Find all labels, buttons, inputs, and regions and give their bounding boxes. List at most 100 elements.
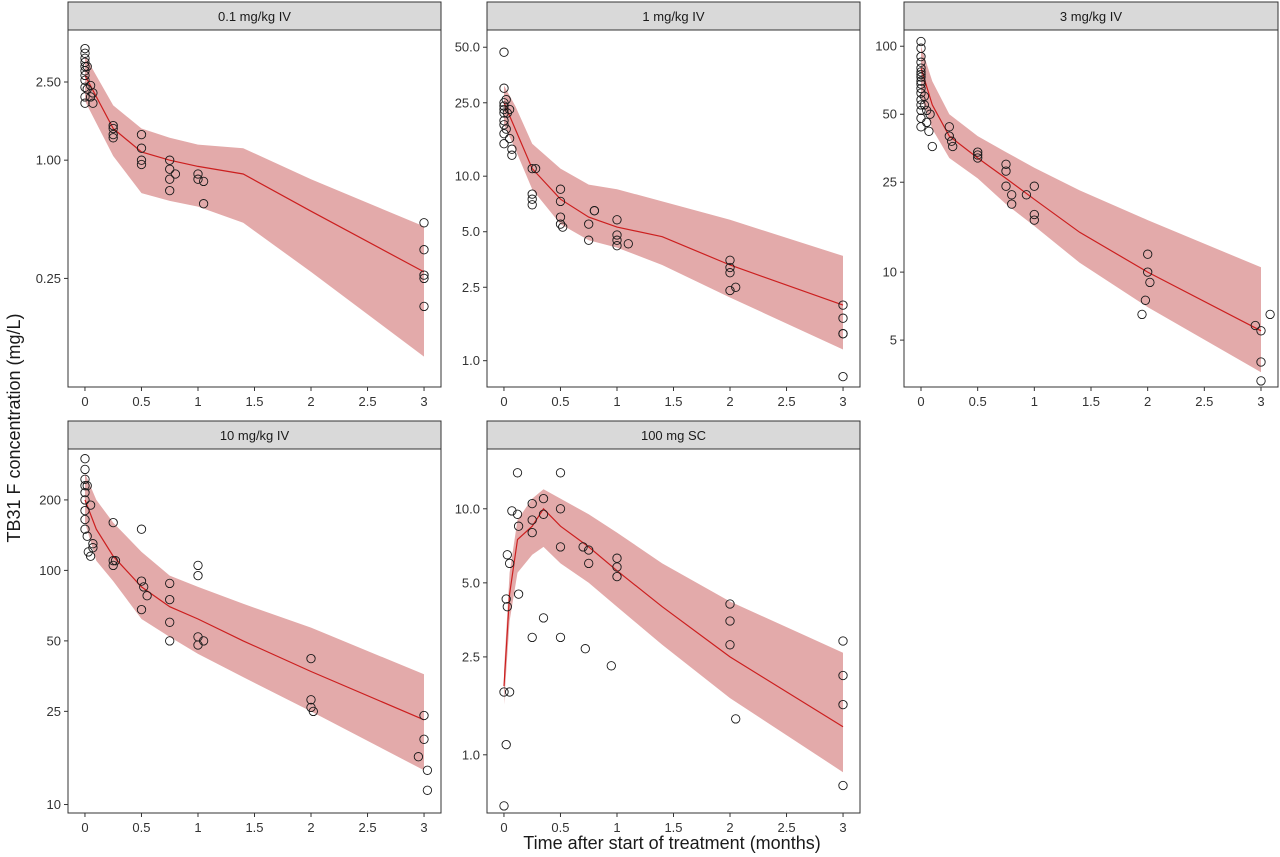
observed-point bbox=[578, 542, 588, 552]
observed-point bbox=[504, 558, 515, 569]
observed-point bbox=[80, 75, 90, 85]
observed-point bbox=[916, 69, 926, 80]
panel-title: 10 mg/kg IV bbox=[220, 428, 290, 443]
observed-point bbox=[507, 150, 517, 160]
observed-point bbox=[527, 527, 537, 538]
observed-point bbox=[136, 524, 147, 534]
observed-point bbox=[108, 123, 118, 134]
observed-point bbox=[512, 509, 523, 519]
observed-point bbox=[80, 495, 90, 505]
observed-point bbox=[1029, 209, 1039, 220]
x-tick-label: 3 bbox=[839, 394, 846, 409]
prediction-interval-band bbox=[85, 55, 424, 357]
observed-point bbox=[838, 313, 848, 323]
observed-point bbox=[555, 184, 566, 194]
x-tick-label: 2 bbox=[726, 394, 733, 409]
observed-point bbox=[80, 514, 90, 525]
panel-1: 0.1 mg/kg IV 0.25 1.00 2.50 0 0.5 1 1.5 2 2.5 3 bbox=[36, 1, 442, 409]
panel-strip bbox=[67, 420, 442, 450]
observed-point bbox=[589, 206, 600, 216]
observed-point bbox=[413, 752, 424, 762]
observed-point bbox=[584, 235, 594, 245]
observed-point bbox=[165, 164, 175, 174]
observed-point bbox=[838, 636, 848, 646]
observed-point bbox=[946, 136, 957, 146]
y-tick-label: 25.0 bbox=[455, 95, 480, 110]
observed-point bbox=[499, 98, 509, 108]
observed-point bbox=[499, 104, 509, 115]
observed-point bbox=[499, 120, 509, 130]
observed-point bbox=[612, 241, 622, 251]
x-tick-label: 2 bbox=[307, 394, 314, 409]
observed-point bbox=[1256, 376, 1266, 386]
y-tick-label: 0.25 bbox=[36, 271, 61, 286]
observed-point bbox=[1256, 357, 1266, 367]
observed-point bbox=[512, 468, 523, 478]
observed-point bbox=[838, 699, 848, 710]
y-tick-label: 5.0 bbox=[462, 575, 480, 590]
observed-point bbox=[612, 235, 622, 245]
x-tick-label: 2 bbox=[726, 820, 733, 835]
median-line bbox=[84, 499, 425, 721]
observed-point bbox=[838, 329, 848, 339]
observed-point bbox=[499, 83, 509, 93]
observed-point bbox=[504, 104, 515, 115]
y-tick-label: 100 bbox=[875, 39, 897, 54]
x-tick-label: 0.5 bbox=[132, 820, 150, 835]
x-tick-label: 1 bbox=[194, 394, 201, 409]
observed-point bbox=[973, 153, 983, 163]
x-tick-label: 1 bbox=[613, 394, 620, 409]
observed-point bbox=[527, 163, 537, 174]
observed-point bbox=[82, 61, 92, 72]
observed-point bbox=[527, 632, 537, 643]
x-tick-label: 2.5 bbox=[358, 394, 376, 409]
observed-point bbox=[555, 196, 566, 207]
observed-point bbox=[1250, 320, 1260, 331]
x-tick-label: 1 bbox=[1031, 394, 1038, 409]
observed-point bbox=[80, 464, 90, 475]
observed-point bbox=[499, 687, 509, 697]
observed-point bbox=[731, 714, 741, 724]
x-tick-label: 0 bbox=[81, 820, 88, 835]
observed-point bbox=[927, 141, 937, 152]
observed-point bbox=[1029, 181, 1039, 191]
observed-point bbox=[612, 230, 622, 240]
y-axis-title: TB31 F concentration (mg/L) bbox=[4, 313, 24, 542]
observed-point bbox=[725, 640, 735, 650]
observed-point bbox=[916, 51, 926, 62]
observed-point bbox=[80, 61, 90, 72]
observed-point bbox=[136, 604, 147, 615]
observed-point bbox=[916, 83, 926, 94]
observed-point bbox=[606, 661, 616, 671]
observed-point bbox=[916, 113, 926, 123]
observed-point bbox=[944, 122, 954, 132]
y-tick-label: 100 bbox=[39, 563, 61, 578]
observed-point bbox=[108, 517, 118, 528]
observed-point bbox=[136, 576, 147, 586]
observed-point bbox=[136, 159, 147, 170]
observed-point bbox=[555, 219, 566, 229]
observed-point bbox=[198, 176, 209, 187]
panel-strip bbox=[486, 420, 861, 450]
observed-point bbox=[916, 57, 926, 67]
observed-point bbox=[924, 126, 934, 136]
observed-point bbox=[80, 66, 90, 76]
x-tick-label: 0 bbox=[500, 394, 507, 409]
y-tick-label: 2.5 bbox=[462, 280, 480, 295]
observed-point bbox=[419, 218, 429, 228]
observed-point bbox=[1256, 326, 1266, 336]
observed-point bbox=[1143, 267, 1153, 277]
observed-point bbox=[85, 500, 96, 510]
observed-point bbox=[922, 117, 932, 128]
observed-point bbox=[555, 542, 566, 552]
y-tick-label: 50 bbox=[883, 107, 897, 122]
observed-point bbox=[419, 270, 429, 280]
observed-point bbox=[80, 454, 90, 464]
observed-point bbox=[80, 48, 90, 58]
observed-point bbox=[584, 545, 594, 555]
observed-point bbox=[507, 144, 517, 154]
y-tick-label: 10 bbox=[883, 265, 897, 280]
observed-point bbox=[623, 239, 633, 249]
observed-point bbox=[108, 133, 118, 143]
